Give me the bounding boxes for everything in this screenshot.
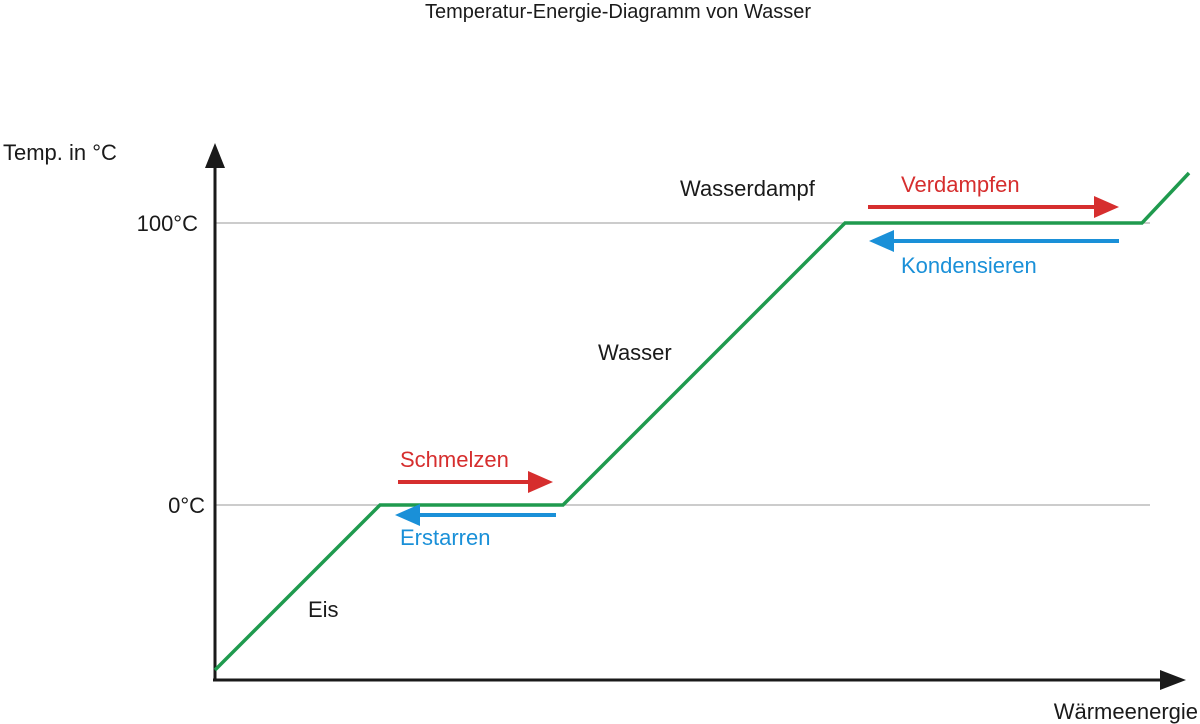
- x-axis-arrowhead: [1160, 670, 1186, 690]
- diagram-title: Temperatur-Energie-Diagramm von Wasser: [425, 1, 811, 23]
- evaporating-label: Verdampfen: [901, 172, 1020, 197]
- x-axis-label: Wärmeenergie: [1054, 699, 1198, 724]
- y-tick-label-0: 0°C: [168, 493, 205, 518]
- condensing-arrow-head: [869, 230, 894, 252]
- y-axis-arrowhead: [205, 143, 225, 168]
- y-axis-label: Temp. in °C: [3, 140, 117, 165]
- phase-label-ice: Eis: [308, 597, 339, 622]
- melting-arrow-head: [528, 471, 553, 493]
- heating-curve: [213, 171, 1191, 672]
- evaporating-arrow-head: [1094, 196, 1119, 218]
- condensing-label: Kondensieren: [901, 253, 1037, 278]
- phase-label-steam: Wasserdampf: [680, 176, 816, 201]
- melting-label: Schmelzen: [400, 447, 509, 472]
- phase-label-water: Wasser: [598, 340, 672, 365]
- y-tick-label-100: 100°C: [137, 211, 199, 236]
- freezing-arrow-head: [395, 504, 420, 526]
- freezing-label: Erstarren: [400, 525, 490, 550]
